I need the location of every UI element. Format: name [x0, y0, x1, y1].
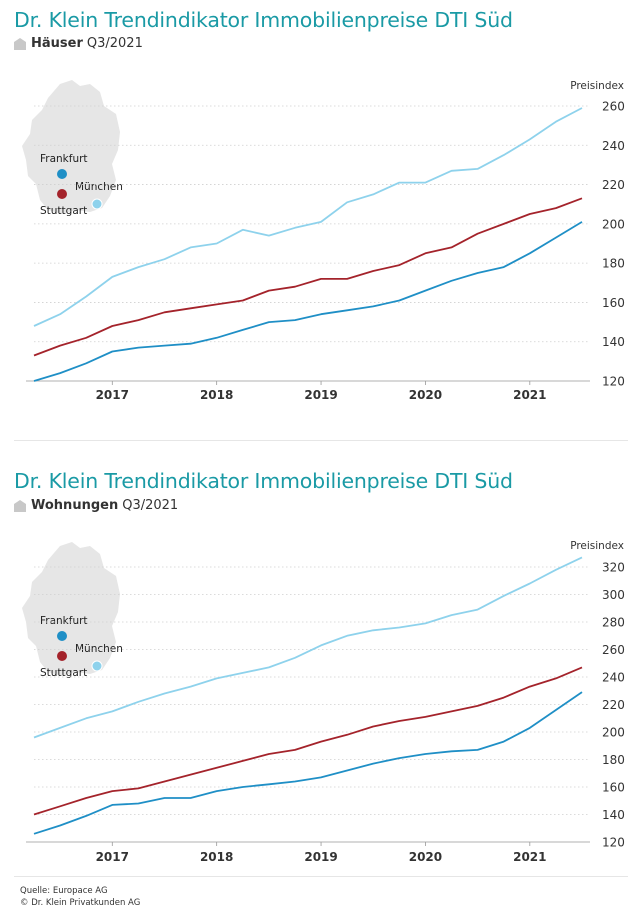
- x-tick-label: 2017: [96, 850, 129, 864]
- series-line-stuttgart: [33, 666, 583, 816]
- x-tick-label: 2019: [304, 850, 337, 864]
- subtitle-period: Q3/2021: [86, 36, 143, 51]
- stuttgart-marker: [57, 189, 67, 199]
- chart-panel-houses: Dr. Klein Trendindikator Immobilienpreis…: [0, 0, 638, 440]
- y-tick-label: 160: [602, 296, 625, 310]
- stuttgart-label: Stuttgart: [40, 667, 87, 679]
- y-tick-label: 220: [602, 178, 625, 192]
- y-tick-label: 160: [602, 781, 625, 795]
- source-text: Quelle: Europace AG: [20, 886, 108, 896]
- chart-panel-apartments: Dr. Klein Trendindikator Immobilienpreis…: [0, 460, 638, 880]
- y-axis-label: Preisindex: [570, 80, 624, 92]
- line-chart-houses: Frankfurt Stuttgart München 120 140 160 180 200…: [22, 80, 625, 402]
- frankfurt-marker: [57, 631, 67, 641]
- line-chart-apartments: Frankfurt Stuttgart München 120 140 160 180 200…: [22, 540, 625, 864]
- y-tick-label: 280: [602, 616, 625, 630]
- chart-subtitle: Häuser Q3/2021: [14, 36, 143, 51]
- y-tick-label: 220: [602, 698, 625, 712]
- x-tick-label: 2021: [513, 850, 546, 864]
- footer-source: Quelle: Europace AG © Dr. Klein Privatku…: [20, 885, 140, 909]
- chart-title: Dr. Klein Trendindikator Immobilienpreis…: [14, 8, 513, 32]
- frankfurt-marker: [57, 169, 67, 179]
- chart-title: Dr. Klein Trendindikator Immobilienpreis…: [14, 469, 513, 493]
- stuttgart-label: Stuttgart: [40, 205, 87, 217]
- chart-subtitle: Wohnungen Q3/2021: [14, 498, 178, 513]
- y-tick-label: 320: [602, 561, 625, 575]
- y-tick-label: 180: [602, 257, 625, 271]
- y-tick-label: 140: [602, 808, 625, 822]
- series-line-münchen: [33, 556, 583, 739]
- germany-map-shape: [22, 80, 120, 214]
- footer-divider: [14, 876, 628, 877]
- y-tick-label: 240: [602, 671, 625, 685]
- x-tick-label: 2017: [96, 388, 129, 402]
- y-tick-label: 120: [602, 375, 625, 389]
- series-line-stuttgart: [33, 197, 583, 357]
- panel-divider: [14, 440, 628, 441]
- frankfurt-label: Frankfurt: [40, 615, 88, 627]
- y-tick-label: 260: [602, 100, 625, 114]
- germany-map-shape: [22, 542, 120, 676]
- copyright-text: © Dr. Klein Privatkunden AG: [20, 898, 141, 908]
- y-tick-label: 240: [602, 139, 625, 153]
- y-tick-label: 200: [602, 217, 625, 231]
- frankfurt-label: Frankfurt: [40, 153, 88, 165]
- muenchen-marker: [91, 198, 103, 210]
- house-icon: [14, 499, 26, 512]
- subtitle-category: Häuser: [31, 36, 83, 51]
- germany-map: Frankfurt Stuttgart München: [22, 542, 123, 679]
- y-tick-label: 120: [602, 836, 625, 850]
- subtitle-period: Q3/2021: [122, 498, 179, 513]
- germany-map: Frankfurt Stuttgart München: [22, 80, 123, 217]
- y-tick-label: 180: [602, 753, 625, 767]
- x-tick-label: 2020: [409, 388, 442, 402]
- stuttgart-marker: [57, 651, 67, 661]
- subtitle-category: Wohnungen: [31, 498, 119, 513]
- y-tick-label: 300: [602, 588, 625, 602]
- y-tick-label: 140: [602, 335, 625, 349]
- x-tick-label: 2018: [200, 850, 233, 864]
- y-tick-label: 260: [602, 643, 625, 657]
- muenchen-marker: [91, 660, 103, 672]
- x-tick-label: 2020: [409, 850, 442, 864]
- x-tick-label: 2021: [513, 388, 546, 402]
- x-tick-label: 2019: [304, 388, 337, 402]
- y-axis-label: Preisindex: [570, 540, 624, 552]
- muenchen-label: München: [75, 181, 123, 193]
- muenchen-label: München: [75, 643, 123, 655]
- x-tick-label: 2018: [200, 388, 233, 402]
- series-line-frankfurt: [33, 691, 583, 835]
- series-line-münchen: [33, 107, 583, 327]
- house-icon: [14, 37, 26, 50]
- y-tick-label: 200: [602, 726, 625, 740]
- series-line-frankfurt: [33, 221, 583, 382]
